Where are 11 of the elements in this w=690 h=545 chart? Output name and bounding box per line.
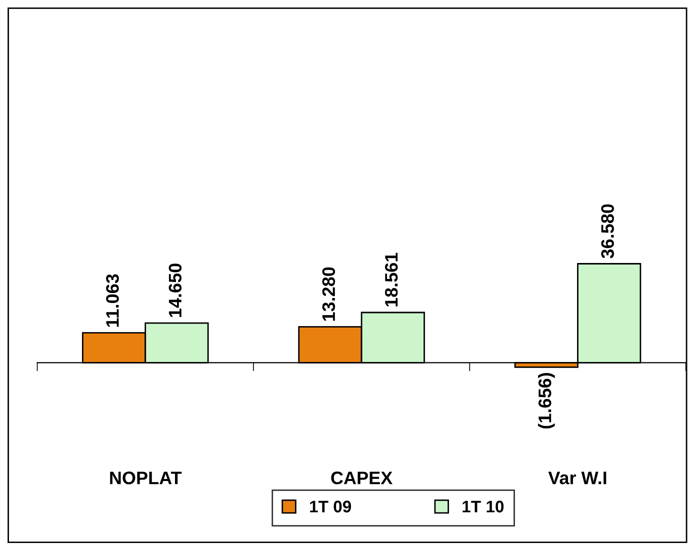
legend-label: 1T 09 xyxy=(310,500,352,512)
data-label: 13.280 xyxy=(322,267,336,321)
data-label: (1.656) xyxy=(538,373,555,428)
x-tick-label: NOPLAT xyxy=(110,472,182,484)
data-label: 18.561 xyxy=(384,252,398,306)
x-tick-label: Var W.I xyxy=(548,472,606,484)
data-label: 36.580 xyxy=(601,204,614,258)
data-label: 11.063 xyxy=(106,274,119,327)
x-tick-label: CAPEX xyxy=(331,472,393,484)
legend-label: 1T 10 xyxy=(462,500,504,512)
data-label: 14.650 xyxy=(168,264,182,317)
